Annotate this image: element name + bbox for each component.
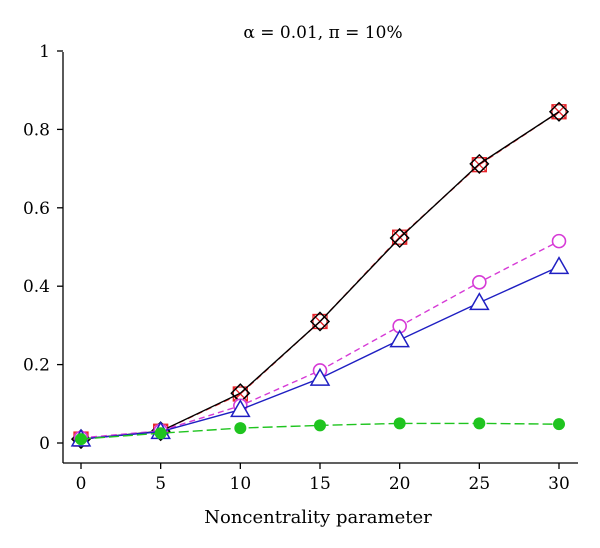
y-tick-label: 0.8 <box>23 120 50 140</box>
y-tick-label: 0 <box>39 434 50 454</box>
data-point <box>473 417 486 430</box>
y-tick-label: 0.6 <box>23 199 50 219</box>
series-line <box>80 265 560 440</box>
x-axis-ticks: 0 5 10 15 20 25 30 <box>76 463 570 494</box>
data-point <box>234 422 247 435</box>
y-tick-label: 0.4 <box>23 277 50 297</box>
x-tick-label: 25 <box>469 474 491 494</box>
data-point <box>551 233 567 249</box>
data-point <box>154 427 167 440</box>
series-5 <box>75 417 565 446</box>
series-3 <box>73 233 567 446</box>
y-tick-label: 0.2 <box>23 356 50 376</box>
data-point <box>548 256 570 275</box>
data-point <box>548 101 570 122</box>
data-point <box>469 153 490 174</box>
data-point-box <box>392 229 408 245</box>
x-tick-label: 30 <box>548 474 570 494</box>
data-point <box>230 399 251 418</box>
x-axis-label: Noncentrality parameter <box>204 507 432 528</box>
data-point <box>309 311 331 332</box>
series-line <box>80 240 560 439</box>
x-tick-label: 20 <box>389 474 411 494</box>
data-point <box>314 419 326 432</box>
data-point <box>393 417 406 430</box>
x-tick-label: 10 <box>230 474 252 494</box>
data-point <box>389 329 410 348</box>
x-tick-label: 15 <box>309 474 331 494</box>
data-point <box>472 274 487 290</box>
series-4 <box>70 256 570 447</box>
data-point <box>75 433 87 446</box>
data-point-box <box>312 313 328 330</box>
series-line <box>80 111 560 440</box>
series-line <box>80 111 560 440</box>
data-point <box>389 227 410 249</box>
data-point <box>309 367 331 386</box>
data-point <box>553 418 565 431</box>
x-tick-label: 5 <box>155 474 166 494</box>
data-point <box>469 292 490 311</box>
y-axis-ticks: 0 0.2 0.4 0.6 0.8 1 <box>23 42 63 454</box>
plot-frame <box>62 52 578 464</box>
series-2 <box>70 101 570 450</box>
y-tick-label: 1 <box>39 42 50 62</box>
chart-title: α = 0.01, π = 10% <box>243 23 402 43</box>
data-point-box <box>471 157 487 173</box>
series-layer <box>70 101 570 450</box>
data-point-box <box>551 104 567 120</box>
x-tick-label: 0 <box>76 474 87 494</box>
